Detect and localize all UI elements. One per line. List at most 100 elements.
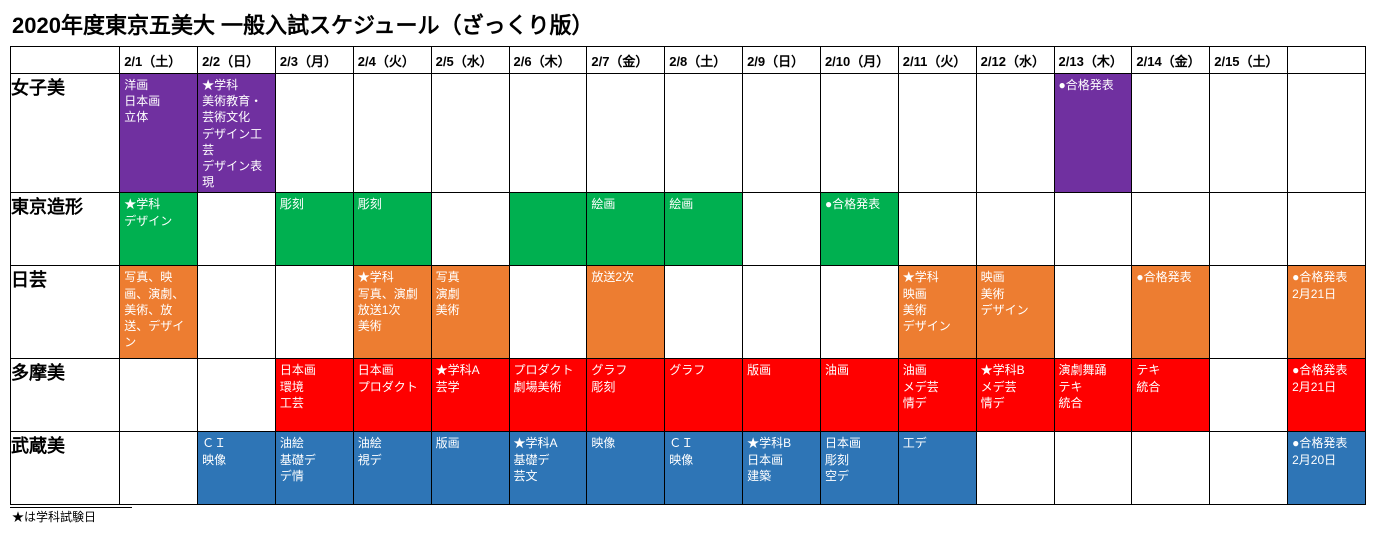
cell-content: ●合格発表2月21日 bbox=[1288, 359, 1365, 396]
schedule-cell bbox=[120, 359, 198, 432]
cell-content: ＣＩ映像 bbox=[665, 432, 742, 469]
date-header: 2/4（火） bbox=[353, 47, 431, 74]
schedule-cell bbox=[431, 74, 509, 193]
cell-line: 写真、映画、演劇、美術、放送、デザイン bbox=[124, 269, 193, 350]
schedule-cell bbox=[1132, 193, 1210, 266]
schedule-cell bbox=[743, 193, 821, 266]
cell-line: 映像 bbox=[669, 452, 738, 468]
schedule-cell: ●合格発表 bbox=[820, 193, 898, 266]
cell-line: 写真 bbox=[436, 269, 505, 285]
cell-content: ●合格発表 bbox=[1055, 74, 1132, 95]
cell-line: ★学科A bbox=[514, 435, 583, 451]
schedule-cell bbox=[1210, 266, 1288, 359]
cell-line: ●合格発表 bbox=[1136, 269, 1205, 285]
cell-content: ★学科Bメデ芸情デ bbox=[977, 359, 1054, 413]
schedule-cell bbox=[120, 432, 198, 505]
cell-line: ●合格発表 bbox=[825, 196, 894, 212]
cell-line: グラフ bbox=[669, 362, 738, 378]
table-header-row: 2/1（土）2/2（日）2/3（月）2/4（火）2/5（水）2/6（木）2/7（… bbox=[11, 47, 1366, 74]
date-header: 2/14（金） bbox=[1132, 47, 1210, 74]
cell-line: 統合 bbox=[1059, 395, 1128, 411]
cell-line: デザイン bbox=[981, 302, 1050, 318]
cell-content: ●合格発表2月21日 bbox=[1288, 266, 1365, 303]
schedule-cell bbox=[898, 74, 976, 193]
schedule-cell: ★学科写真、演劇放送1次美術 bbox=[353, 266, 431, 359]
schedule-cell: 写真演劇美術 bbox=[431, 266, 509, 359]
cell-line: テキ bbox=[1136, 362, 1205, 378]
cell-line: 情デ bbox=[903, 395, 972, 411]
schedule-cell: ●合格発表 bbox=[1132, 266, 1210, 359]
cell-line: 2月21日 bbox=[1292, 286, 1361, 302]
schedule-cell bbox=[275, 74, 353, 193]
cell-line: デザイン bbox=[124, 213, 193, 229]
cell-line: 写真、演劇 bbox=[358, 286, 427, 302]
date-header: 2/2（日） bbox=[198, 47, 276, 74]
date-header: 2/15（土） bbox=[1210, 47, 1288, 74]
cell-content: 油画メデ芸情デ bbox=[899, 359, 976, 413]
cell-line: ★学科 bbox=[202, 77, 271, 93]
schedule-cell: ★学科A芸学 bbox=[431, 359, 509, 432]
schedule-cell bbox=[275, 266, 353, 359]
cell-content: 日本画彫刻空デ bbox=[821, 432, 898, 486]
table-row: 日芸写真、映画、演劇、美術、放送、デザイン★学科写真、演劇放送1次美術写真演劇美… bbox=[11, 266, 1366, 359]
schedule-cell: 映像 bbox=[587, 432, 665, 505]
cell-line: ★学科 bbox=[903, 269, 972, 285]
cell-line: 彫刻 bbox=[358, 196, 427, 212]
cell-line: 統合 bbox=[1136, 379, 1205, 395]
cell-content: ●合格発表 bbox=[1132, 266, 1209, 287]
schedule-cell bbox=[820, 74, 898, 193]
schedule-cell: 日本画環境工芸 bbox=[275, 359, 353, 432]
cell-line: プロダクト bbox=[514, 362, 583, 378]
cell-line: ●合格発表 bbox=[1292, 435, 1361, 451]
schedule-cell bbox=[587, 74, 665, 193]
cell-line: 芸文 bbox=[514, 468, 583, 484]
cell-content: ●合格発表 bbox=[821, 193, 898, 214]
cell-content: ★学科デザイン bbox=[120, 193, 197, 230]
schedule-cell: 油画メデ芸情デ bbox=[898, 359, 976, 432]
date-header: 2/5（水） bbox=[431, 47, 509, 74]
schedule-cell: ●合格発表2月21日 bbox=[1288, 266, 1366, 359]
row-header: 武蔵美 bbox=[11, 432, 120, 505]
schedule-cell: 油絵視デ bbox=[353, 432, 431, 505]
cell-content: 日本画プロダクト bbox=[354, 359, 431, 396]
cell-line: デ情 bbox=[280, 468, 349, 484]
cell-line: 立体 bbox=[124, 109, 193, 125]
date-header: 2/10（月） bbox=[820, 47, 898, 74]
schedule-cell: グラフ bbox=[665, 359, 743, 432]
cell-line: 情デ bbox=[981, 395, 1050, 411]
schedule-cell bbox=[353, 74, 431, 193]
cell-line: 油絵 bbox=[358, 435, 427, 451]
cell-content: 写真、映画、演劇、美術、放送、デザイン bbox=[120, 266, 197, 352]
cell-line: 演劇舞踊 bbox=[1059, 362, 1128, 378]
cell-line: 放送2次 bbox=[591, 269, 660, 285]
cell-content: 彫刻 bbox=[276, 193, 353, 214]
cell-line: 映像 bbox=[202, 452, 271, 468]
cell-line: 日本画 bbox=[124, 93, 193, 109]
cell-line: 2月21日 bbox=[1292, 379, 1361, 395]
cell-line: 映画 bbox=[903, 286, 972, 302]
schedule-cell: 彫刻 bbox=[275, 193, 353, 266]
cell-line: メデ芸 bbox=[903, 379, 972, 395]
cell-content: テキ統合 bbox=[1132, 359, 1209, 396]
cell-line: ＣＩ bbox=[669, 435, 738, 451]
schedule-cell bbox=[743, 74, 821, 193]
schedule-cell: ★学科Bメデ芸情デ bbox=[976, 359, 1054, 432]
cell-content: 洋画日本画立体 bbox=[120, 74, 197, 128]
table-row: 東京造形★学科デザイン彫刻彫刻絵画絵画●合格発表 bbox=[11, 193, 1366, 266]
schedule-cell: 映画美術デザイン bbox=[976, 266, 1054, 359]
cell-content: 映像 bbox=[587, 432, 664, 453]
cell-line: 芸学 bbox=[436, 379, 505, 395]
table-row: 武蔵美ＣＩ映像油絵基礎デデ情油絵視デ版画★学科A基礎デ芸文映像ＣＩ映像★学科B日… bbox=[11, 432, 1366, 505]
row-header: 多摩美 bbox=[11, 359, 120, 432]
schedule-cell: プロダクト劇場美術 bbox=[509, 359, 587, 432]
cell-content: ★学科B日本画建築 bbox=[743, 432, 820, 486]
schedule-cell bbox=[1210, 432, 1288, 505]
cell-line: 彫刻 bbox=[825, 452, 894, 468]
schedule-cell bbox=[976, 193, 1054, 266]
date-header: 2/7（金） bbox=[587, 47, 665, 74]
cell-line: ●合格発表 bbox=[1292, 269, 1361, 285]
schedule-cell: 放送2次 bbox=[587, 266, 665, 359]
cell-content: 日本画環境工芸 bbox=[276, 359, 353, 413]
schedule-cell bbox=[198, 359, 276, 432]
row-header: 東京造形 bbox=[11, 193, 120, 266]
